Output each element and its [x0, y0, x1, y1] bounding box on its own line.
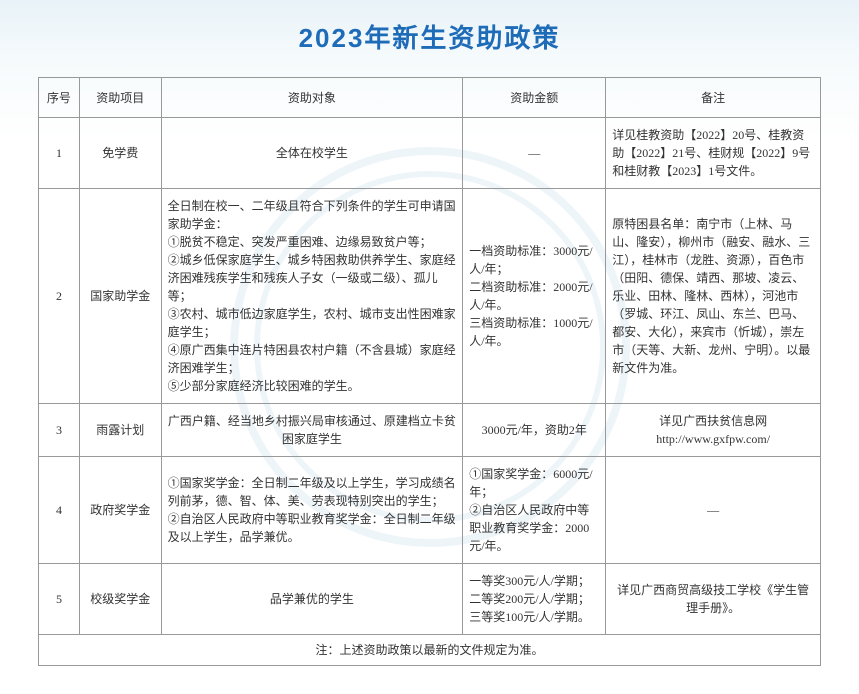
cell-seq: 2: [39, 189, 80, 404]
cell-note: 详见广西扶贫信息网 http://www.gxfpw.com/: [606, 404, 821, 457]
header-target: 资助对象: [161, 78, 463, 118]
footnote-cell: 注：上述资助政策以最新的文件规定为准。: [39, 635, 821, 666]
cell-project: 免学费: [79, 118, 161, 189]
cell-project: 雨露计划: [79, 404, 161, 457]
cell-seq: 1: [39, 118, 80, 189]
cell-amount: —: [463, 118, 606, 189]
table-row: 1免学费全体在校学生—详见桂教资助【2022】20号、桂教资助【2022】21号…: [39, 118, 821, 189]
cell-target: ①国家奖学金：全日制二年级及以上学生，学习成绩名列前茅，德、智、体、美、劳表现特…: [161, 457, 463, 564]
table-row: 2国家助学金全日制在校一、二年级且符合下列条件的学生可申请国家助学金： ①脱贫不…: [39, 189, 821, 404]
header-seq: 序号: [39, 78, 80, 118]
cell-project: 国家助学金: [79, 189, 161, 404]
policy-table: 序号 资助项目 资助对象 资助金额 备注 1免学费全体在校学生—详见桂教资助【2…: [38, 77, 821, 666]
cell-amount: 一等奖300元/人/学期； 二等奖200元/人/学期； 三等奖100元/人/学期…: [463, 564, 606, 635]
cell-note: 详见桂教资助【2022】20号、桂教资助【2022】21号、桂财规【2022】9…: [606, 118, 821, 189]
cell-target: 品学兼优的学生: [161, 564, 463, 635]
header-note: 备注: [606, 78, 821, 118]
table-row: 4政府奖学金①国家奖学金：全日制二年级及以上学生，学习成绩名列前茅，德、智、体、…: [39, 457, 821, 564]
table-footnote-row: 注：上述资助政策以最新的文件规定为准。: [39, 635, 821, 666]
table-header-row: 序号 资助项目 资助对象 资助金额 备注: [39, 78, 821, 118]
cell-amount: ①国家奖学金：6000元/年； ②自治区人民政府中等职业教育奖学金：2000元/…: [463, 457, 606, 564]
cell-seq: 5: [39, 564, 80, 635]
cell-project: 政府奖学金: [79, 457, 161, 564]
cell-seq: 3: [39, 404, 80, 457]
cell-target: 全体在校学生: [161, 118, 463, 189]
table-row: 3雨露计划广西户籍、经当地乡村振兴局审核通过、原建档立卡贫困家庭学生3000元/…: [39, 404, 821, 457]
cell-note: —: [606, 457, 821, 564]
table-body: 1免学费全体在校学生—详见桂教资助【2022】20号、桂教资助【2022】21号…: [39, 118, 821, 635]
header-project: 资助项目: [79, 78, 161, 118]
cell-note: 原特困县名单：南宁市（上林、马山、隆安），柳州市（融安、融水、三江），桂林市（龙…: [606, 189, 821, 404]
table-row: 5校级奖学金品学兼优的学生一等奖300元/人/学期； 二等奖200元/人/学期；…: [39, 564, 821, 635]
header-amount: 资助金额: [463, 78, 606, 118]
cell-project: 校级奖学金: [79, 564, 161, 635]
cell-target: 广西户籍、经当地乡村振兴局审核通过、原建档立卡贫困家庭学生: [161, 404, 463, 457]
cell-amount: 一档资助标准：3000元/人/年； 二档资助标准：2000元/人/年。 三档资助…: [463, 189, 606, 404]
cell-seq: 4: [39, 457, 80, 564]
cell-note: 详见广西商贸高级技工学校《学生管理手册》。: [606, 564, 821, 635]
page-title: 2023年新生资助政策: [38, 18, 821, 55]
cell-amount: 3000元/年，资助2年: [463, 404, 606, 457]
cell-target: 全日制在校一、二年级且符合下列条件的学生可申请国家助学金： ①脱贫不稳定、突发严…: [161, 189, 463, 404]
